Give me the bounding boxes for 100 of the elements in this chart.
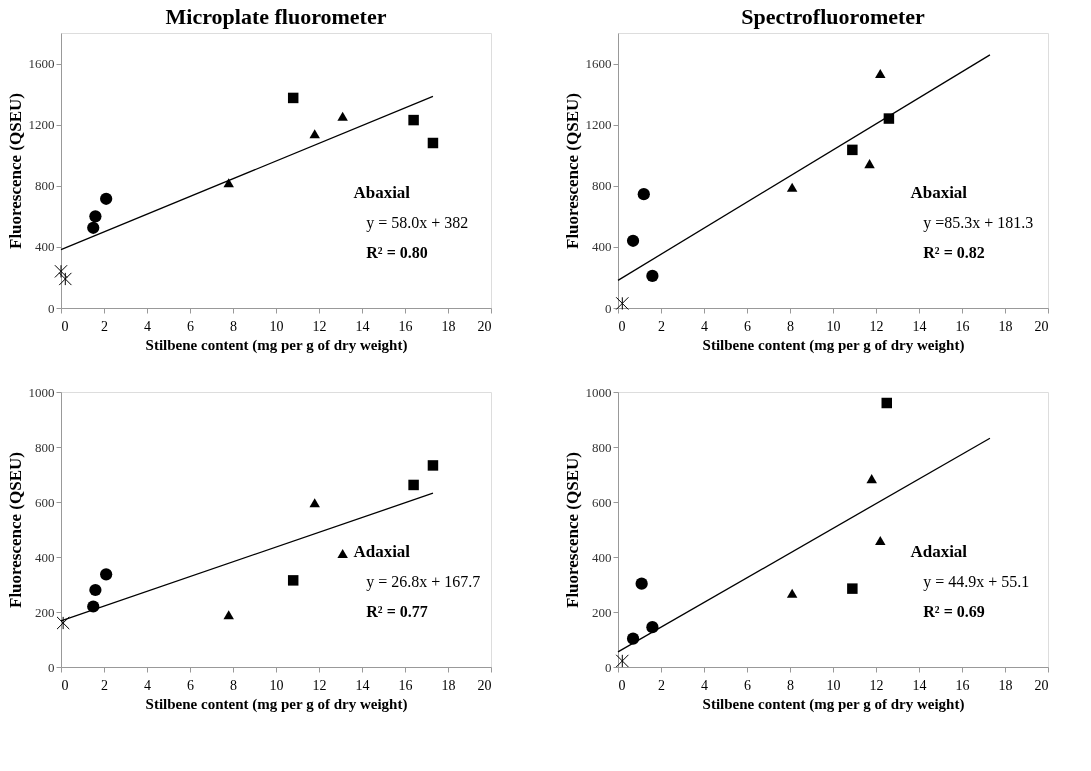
y-axis-title: Fluorescence (QSEU) [5,452,25,608]
point [427,460,439,471]
x-tick-label: 2 [658,677,665,693]
x-tick-label: 12 [869,677,884,693]
x-tick-label: 18 [441,677,456,693]
point [637,188,650,201]
y-tick-label: 400 [592,239,612,255]
point [847,583,858,594]
annotation: y =85.3x + 181.3 [923,213,1034,232]
x-tick-label: 8 [230,318,237,334]
annotation: Abaxial [353,182,411,202]
annotation: y = 26.8x + 167.7 [366,572,481,591]
x-tick-label: 14 [355,318,370,334]
point [337,111,348,121]
x-tick-label: 2 [101,318,108,334]
x-tick-label: 16 [955,318,970,334]
annotation: R² = 0.80 [366,244,428,261]
y-tick-label: 0 [605,659,612,675]
annotation: R² = 0.82 [923,244,985,261]
x-tick-label: 20 [1034,677,1049,693]
y-tick-label: 1600 [28,56,55,72]
y-axis-title: Fluorescence (QSEU) [562,452,582,608]
y-tick-label: 400 [592,549,612,565]
x-tick-label: 10 [269,318,284,334]
x-tick-label: 12 [312,677,327,693]
y-tick-label: 1200 [585,117,612,133]
y-tick-label: 1600 [585,56,612,72]
point [337,548,348,558]
annotation: y = 58.0x + 382 [366,213,469,232]
x-tick-label: 20 [1034,318,1049,334]
point [875,535,886,546]
x-tick-label: 8 [787,318,794,334]
y-tick-label: 800 [35,439,55,455]
point [615,654,629,668]
point [646,269,659,283]
point [223,610,234,620]
x-tick-label: 14 [355,677,370,693]
x-tick-label: 16 [398,318,413,334]
y-tick-label: 800 [35,178,55,194]
x-tick-label: 6 [744,318,751,334]
x-tick-label: 8 [230,677,237,693]
y-tick-label: 200 [592,604,612,620]
y-tick-label: 0 [48,300,55,316]
x-tick-label: 16 [398,677,413,693]
x-tick-label: 4 [701,677,708,693]
annotation: Adaxial [910,541,968,561]
point [56,616,70,630]
y-tick-label: 800 [592,178,612,194]
point [847,144,858,156]
point [864,159,875,169]
annotation: y = 44.9x + 55.1 [923,572,1030,591]
annotation: R² = 0.69 [923,603,985,620]
chart-title: Microplate fluorometer [165,4,387,29]
point [626,234,640,247]
x-tick-label: 0 [61,677,69,693]
point [786,182,798,192]
y-tick-label: 400 [35,549,55,565]
y-tick-label: 1000 [585,384,612,400]
x-tick-label: 18 [441,318,456,334]
point [408,479,419,491]
x-axis-title: Stilbene content (mg per g of dry weight) [702,336,965,354]
y-tick-label: 0 [48,659,55,675]
y-axis-title: Fluorescence (QSEU) [5,93,25,249]
point [875,68,886,79]
point [309,498,320,508]
point [408,114,419,126]
annotation: Abaxial [910,182,968,202]
x-tick-label: 6 [744,677,751,693]
point [881,397,892,409]
point [615,296,629,311]
y-tick-label: 200 [35,604,55,620]
point [866,474,877,484]
x-tick-label: 4 [144,318,151,334]
point [309,129,320,139]
x-axis-title: Stilbene content (mg per g of dry weight) [702,695,965,713]
y-tick-label: 0 [605,300,612,316]
y-tick-label: 600 [35,494,55,510]
chart-title: Spectrofluorometer [741,4,926,29]
x-tick-label: 2 [658,318,665,334]
y-axis-title: Fluorescence (QSEU) [562,93,582,249]
y-tick-label: 600 [592,494,612,510]
x-tick-label: 0 [618,318,626,334]
x-axis-title: Stilbene content (mg per g of dry weight) [145,695,408,713]
y-tick-label: 400 [35,239,55,255]
point [89,583,102,597]
x-tick-label: 14 [912,677,927,693]
point [87,221,100,234]
x-tick-label: 6 [187,318,194,334]
x-tick-label: 8 [787,677,794,693]
point [54,264,68,278]
x-tick-label: 18 [998,677,1013,693]
x-tick-label: 4 [144,677,151,693]
point [58,272,72,286]
x-tick-label: 16 [955,677,970,693]
x-tick-label: 10 [269,677,284,693]
x-tick-label: 0 [618,677,626,693]
y-tick-label: 1000 [28,384,55,400]
point [89,210,102,223]
x-tick-label: 20 [477,318,492,334]
point [100,192,113,205]
